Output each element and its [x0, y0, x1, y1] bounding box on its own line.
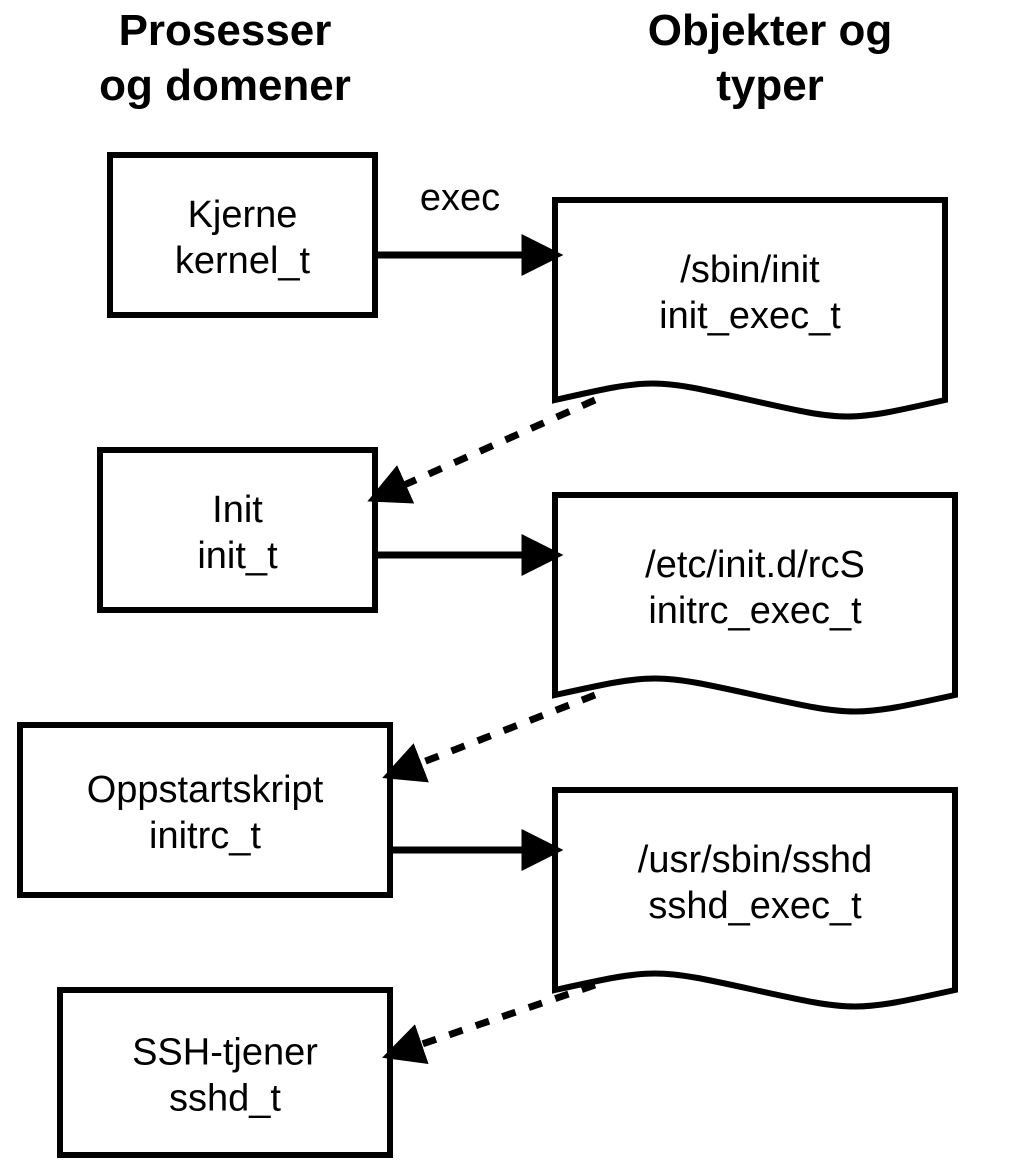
- process-label2-kernel: kernel_t: [175, 240, 311, 282]
- process-label1-initrc: Oppstartskript: [87, 769, 324, 811]
- file-node-sshd_bin: /usr/sbin/sshdsshd_exec_t: [555, 790, 955, 1007]
- header-left-line1: Prosesser: [119, 6, 332, 55]
- process-label2-init: init_t: [197, 535, 278, 577]
- edge-sbin_to_init: [375, 400, 595, 498]
- edge-label-kernel_exec_init: exec: [420, 177, 500, 219]
- diagram-canvas: Prosesser og domener Objekter og typer Kjer…: [0, 0, 1024, 1173]
- file-node-rcS: /etc/init.d/rcSinitrc_exec_t: [555, 495, 955, 712]
- edge-rcS_to_initrc: [390, 695, 595, 775]
- header-right-line1: Objekter og: [648, 6, 893, 55]
- file-label1-sbin_init: /sbin/init: [680, 249, 820, 291]
- file-label2-sshd_bin: sshd_exec_t: [648, 885, 862, 927]
- file-label1-rcS: /etc/init.d/rcS: [645, 544, 865, 586]
- file-node-sbin_init: /sbin/initinit_exec_t: [555, 200, 945, 417]
- process-label1-kernel: Kjerne: [188, 194, 298, 236]
- process-label2-sshd: sshd_t: [169, 1078, 281, 1120]
- process-node-sshd: SSH-tjenersshd_t: [60, 990, 390, 1155]
- process-node-init: Initinit_t: [100, 450, 375, 610]
- file-label2-sbin_init: init_exec_t: [659, 295, 841, 337]
- process-node-initrc: Oppstartskriptinitrc_t: [20, 725, 390, 895]
- process-node-kernel: Kjernekernel_t: [110, 155, 375, 315]
- process-label1-init: Init: [212, 489, 263, 531]
- process-label1-sshd: SSH-tjener: [132, 1032, 318, 1074]
- file-label1-sshd_bin: /usr/sbin/sshd: [638, 839, 872, 881]
- file-label2-rcS: initrc_exec_t: [648, 590, 862, 632]
- process-label2-initrc: initrc_t: [149, 815, 261, 857]
- header-left-line2: og domener: [99, 61, 351, 110]
- header-right-line2: typer: [716, 61, 824, 110]
- edge-sshd_to_sshtj: [390, 985, 595, 1055]
